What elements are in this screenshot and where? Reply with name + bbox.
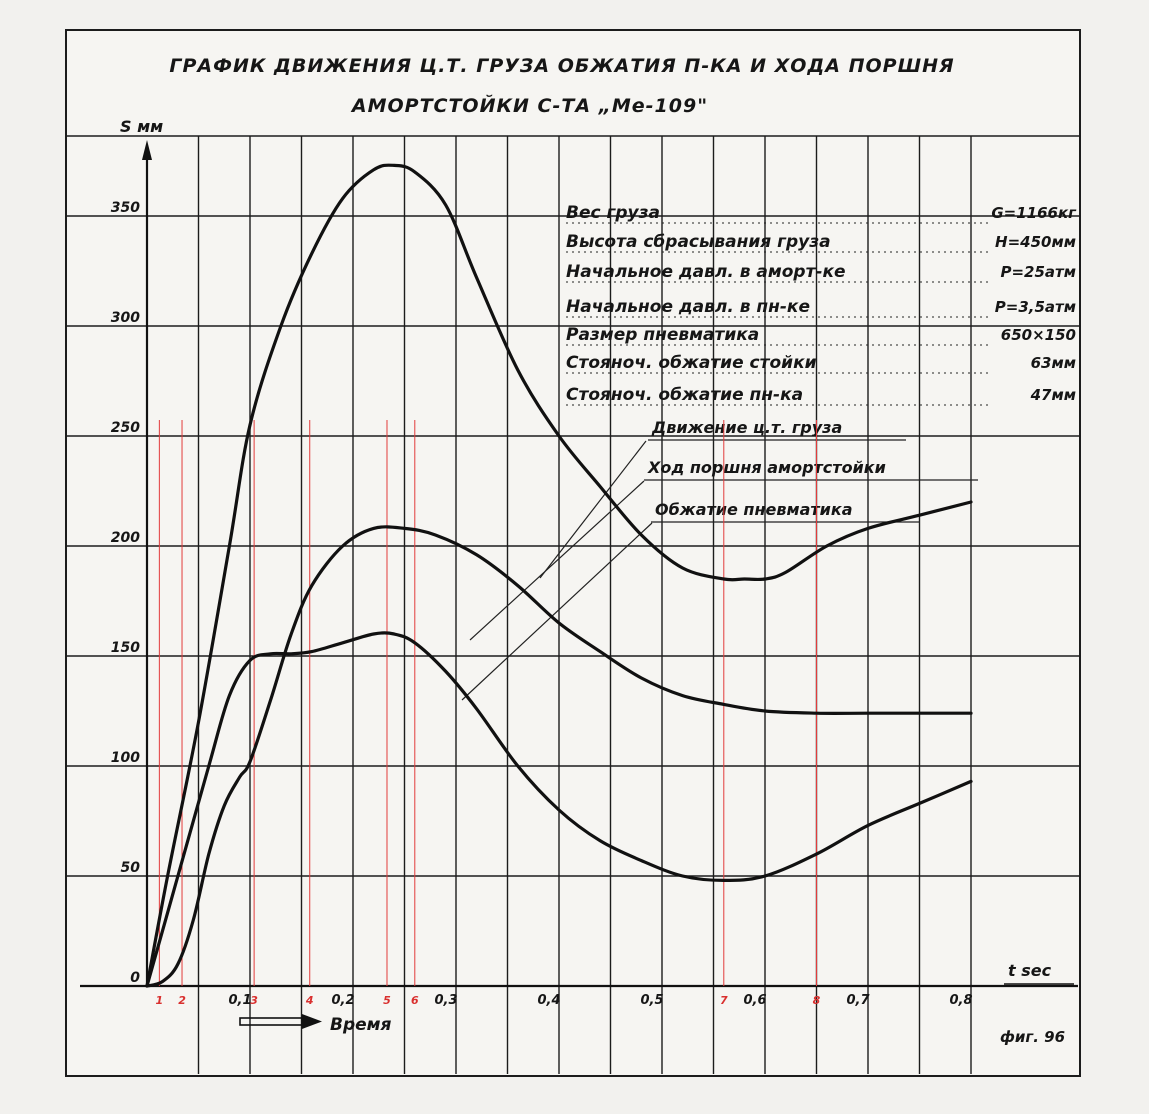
annotation-value: P=3,5атм xyxy=(995,298,1076,316)
time-marker-label: 7 xyxy=(720,994,728,1007)
y-tick-label: 300 xyxy=(111,310,140,326)
x-tick-label: 0,8 xyxy=(949,993,972,1008)
time-arrow-icon xyxy=(239,1014,322,1029)
x-tick-label: 0,1 xyxy=(228,993,251,1008)
time-marker-label: 1 xyxy=(156,994,164,1007)
legend-leader-line xyxy=(461,522,653,701)
annotation-label: Стояноч. обжатие пн-ка xyxy=(566,385,803,405)
x-tick-label: 0,6 xyxy=(743,993,766,1008)
annotation-label: Вес груза xyxy=(566,203,660,223)
time-marker-label: 6 xyxy=(411,994,419,1007)
time-marker-label: 2 xyxy=(178,994,186,1007)
y-tick-label: 350 xyxy=(111,200,140,216)
curves xyxy=(145,163,973,988)
time-caption: Время xyxy=(330,1015,392,1035)
time-marker-label: 5 xyxy=(383,994,391,1007)
x-tick-labels: 0,1 0,2 0,3 0,4 0,5 0,6 0,7 0,8 xyxy=(228,993,972,1008)
legend-leader-line xyxy=(539,440,647,579)
legend: Движение ц.т. груза Ход поршня амортстойк… xyxy=(461,418,978,701)
time-markers: 1 2 3 4 5 6 7 8 xyxy=(156,420,821,1007)
x-tick-label: 0,5 xyxy=(640,993,663,1008)
curve-tire-compression xyxy=(145,631,973,988)
y-tick-label: 50 xyxy=(121,860,141,876)
legend-label: Ход поршня амортстойки xyxy=(647,458,886,477)
curve-piston-stroke xyxy=(145,525,973,988)
legend-leader-line xyxy=(469,480,645,641)
y-tick-labels: 0 50 100 150 200 250 300 350 xyxy=(111,200,140,986)
chart-frame xyxy=(65,29,1081,1077)
annotation-value: P=25атм xyxy=(1000,263,1076,281)
x-tick-label: 0,4 xyxy=(537,993,560,1008)
legend-label: Движение ц.т. груза xyxy=(651,418,842,437)
annotation-value: H=450мм xyxy=(995,233,1076,251)
annotation-label: Начальное давл. в аморт-ке xyxy=(566,262,846,282)
annotation-label: Стоянoч. обжатие стойки xyxy=(566,353,817,373)
annotation-value: 650×150 xyxy=(1001,326,1076,344)
x-tick-label: 0,7 xyxy=(846,993,870,1008)
figure-label: фиг. 96 xyxy=(1000,1028,1065,1046)
x-axis-label: t sec xyxy=(1008,961,1052,980)
time-marker-label: 8 xyxy=(813,994,821,1007)
annotation-value: G=1166кг xyxy=(991,204,1077,222)
y-tick-label: 200 xyxy=(111,530,140,546)
chart-title-line2: АМОРТСТОЙКИ С-ТА „Ме-109" xyxy=(350,94,708,117)
annotation-table: Вес груза G=1166кг Высота сбрасывания груз… xyxy=(566,203,1077,406)
curve-load-cg-motion xyxy=(145,163,973,988)
annotation-label: Размер пневматика xyxy=(566,325,759,345)
time-marker-label: 4 xyxy=(305,994,314,1007)
y-tick-label: 150 xyxy=(111,640,140,656)
y-tick-label: 0 xyxy=(130,970,140,986)
y-tick-label: 100 xyxy=(111,750,140,766)
annotation-value: 47мм xyxy=(1030,386,1076,404)
y-tick-label: 250 xyxy=(111,420,140,436)
x-tick-label: 0,3 xyxy=(434,993,457,1008)
annotation-value: 63мм xyxy=(1031,354,1076,372)
x-tick-label: 0,2 xyxy=(331,993,354,1008)
time-marker-label: 3 xyxy=(250,994,258,1007)
legend-label: Обжатие пневматика xyxy=(655,500,853,519)
chart-title-line1: ГРАФИК ДВИЖЕНИЯ Ц.Т. ГРУЗА ОБЖАТИЯ П-КА … xyxy=(169,55,954,77)
y-axis-arrow-icon xyxy=(142,140,152,160)
annotation-label: Начальное давл. в пн-ке xyxy=(566,297,810,317)
annotation-label: Высота сбрасывания груза xyxy=(566,232,831,252)
y-axis-label: S мм xyxy=(120,117,163,136)
